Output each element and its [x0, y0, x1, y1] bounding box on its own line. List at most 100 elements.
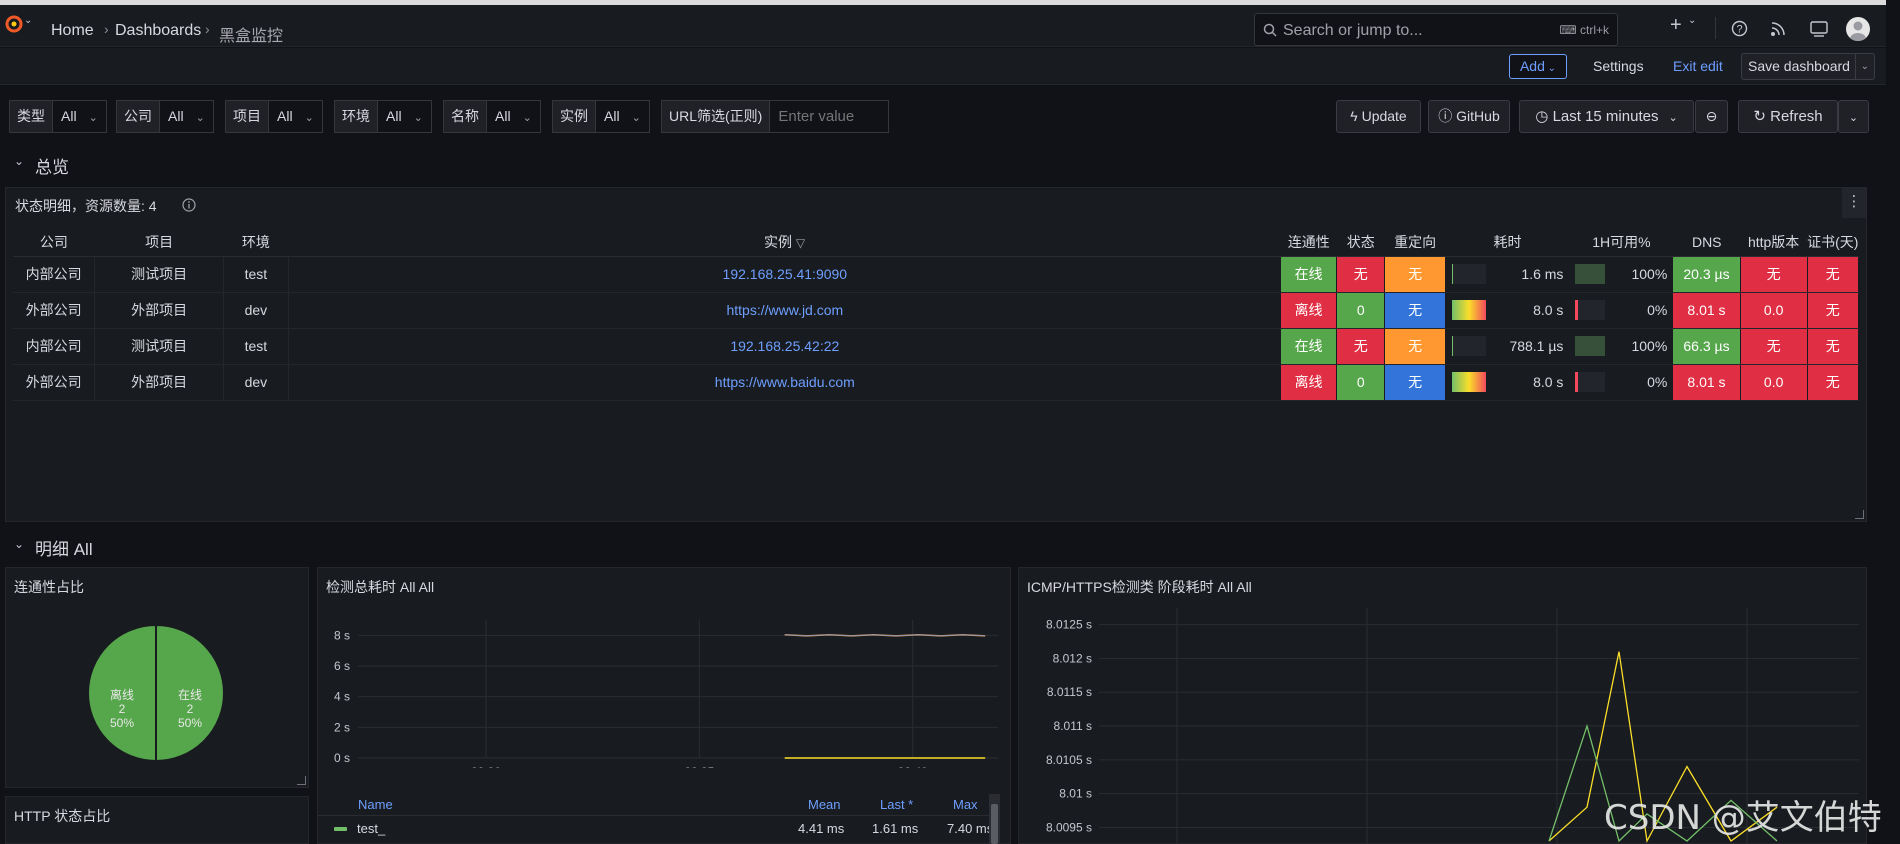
github-label: GitHub [1456, 108, 1500, 124]
row-collapse-toggle[interactable]: ⌄ [14, 154, 25, 168]
variable-value: All [604, 108, 620, 124]
zoom-out-button[interactable]: ⊖ [1695, 100, 1728, 133]
refresh-interval-dropdown[interactable]: ⌄ [1838, 100, 1869, 133]
variable-instance[interactable]: 实例 All ⌄ [552, 100, 650, 133]
breadcrumb-home[interactable]: Home [51, 22, 94, 39]
time-range-picker[interactable]: ◷ Last 15 minutes ⌄ [1519, 100, 1694, 133]
legend-header-mean[interactable]: Mean [808, 797, 841, 812]
legend-header-max[interactable]: Max [953, 797, 978, 812]
variable-select[interactable]: All ⌄ [52, 100, 107, 133]
cell-cert-days: 无 [1807, 364, 1860, 401]
panel-title: ICMP/HTTPS检测类 阶段耗时 All All [1027, 579, 1252, 595]
save-dashboard-button[interactable]: Save dashboard ⌄ [1741, 53, 1875, 80]
column-header[interactable]: 重定向 [1384, 228, 1446, 257]
clock-icon: ◷ [1535, 108, 1553, 125]
chevron-down-icon[interactable]: ⌄ [24, 15, 33, 26]
pie-label-online: 在线 2 50% [178, 688, 202, 730]
legend-series-name[interactable]: test_ [357, 821, 386, 836]
gauge-bar [1575, 300, 1606, 320]
plus-icon[interactable]: + [1670, 14, 1682, 36]
pie-slice-online[interactable] [155, 623, 225, 763]
column-header[interactable]: 项目 [94, 228, 224, 257]
help-icon[interactable]: ? [1731, 20, 1748, 37]
cell-redirect: 无 [1384, 292, 1447, 329]
grafana-logo-icon[interactable] [4, 14, 24, 34]
rss-feed-icon[interactable] [1770, 20, 1787, 37]
search-input[interactable]: Search or jump to... ⌨ ctrl+k [1254, 13, 1618, 46]
cell-project: 测试项目 [94, 256, 224, 293]
chevron-down-icon[interactable]: ⌄ [1854, 54, 1869, 79]
legend-last-value: 1.61 ms [872, 821, 919, 836]
column-header-instance[interactable]: 实例 ▽ [288, 228, 1281, 257]
column-header[interactable]: 环境 [223, 228, 289, 257]
variable-select[interactable]: All ⌄ [595, 100, 650, 133]
pie-slice-offline[interactable] [87, 623, 157, 763]
series-line[interactable] [1548, 651, 1778, 844]
breadcrumb-dashboards[interactable]: Dashboards [115, 22, 202, 39]
cell-instance-link[interactable]: 192.168.25.41:9090 [288, 256, 1281, 293]
section-title-details[interactable]: 明细 All [35, 540, 93, 559]
column-header[interactable]: 耗时 [1445, 228, 1570, 257]
variable-select[interactable]: All ⌄ [377, 100, 432, 133]
legend-header-last[interactable]: Last * [880, 797, 914, 812]
variable-label: URL筛选(正则) [661, 100, 770, 133]
breadcrumb-current: 黑盒监控 [219, 28, 284, 45]
series-line[interactable] [784, 634, 986, 637]
dock-menu-icon[interactable] [1810, 20, 1828, 37]
row-collapse-toggle[interactable]: ⌄ [14, 537, 25, 551]
variable-name[interactable]: 名称 All ⌄ [443, 100, 541, 133]
section-title-overview[interactable]: 总览 [35, 158, 69, 177]
variable-company[interactable]: 公司 All ⌄ [116, 100, 214, 133]
table-header-row: 公司 项目 环境 实例 ▽ 连通性 状态 重定向 耗时 1H可用% DNS ht… [13, 228, 1859, 257]
legend-color-swatch [334, 827, 347, 831]
column-header[interactable]: http版本 [1740, 228, 1808, 257]
chevron-down-icon: ⌄ [1544, 63, 1557, 74]
column-header[interactable]: 证书(天) [1807, 228, 1859, 257]
variable-project[interactable]: 项目 All ⌄ [225, 100, 323, 133]
svg-text:?: ? [1736, 24, 1742, 36]
scrollbar-thumb[interactable] [991, 804, 998, 844]
cell-instance-link[interactable]: https://www.jd.com [288, 292, 1281, 329]
column-header[interactable]: 公司 [13, 228, 95, 257]
chevron-down-icon: ⌄ [304, 112, 314, 124]
save-label: Save dashboard [1748, 58, 1850, 74]
exit-edit-button[interactable]: Exit edit [1673, 58, 1723, 74]
cell-instance-link[interactable]: https://www.baidu.com [288, 364, 1281, 401]
cell-duration: 788.1 µs [1445, 328, 1570, 365]
chevron-down-icon[interactable]: ⌄ [1688, 15, 1697, 26]
resize-handle-icon[interactable] [1855, 510, 1864, 519]
variable-value: All [386, 108, 402, 124]
add-button[interactable]: Add ⌄ [1509, 54, 1567, 79]
legend-header-name[interactable]: Name [358, 797, 393, 812]
column-header[interactable]: 1H可用% [1569, 228, 1674, 257]
cell-status: 0 [1336, 292, 1386, 329]
variable-select[interactable]: All ⌄ [486, 100, 541, 133]
column-header[interactable]: DNS [1673, 228, 1741, 257]
variable-type[interactable]: 类型 All ⌄ [9, 100, 107, 133]
cell-cert-days: 无 [1807, 292, 1860, 329]
shortcut-label: ctrl+k [1579, 23, 1609, 37]
github-button[interactable]: ⓘ GitHub [1428, 100, 1510, 133]
chevron-right-icon: › [205, 21, 210, 37]
column-header[interactable]: 连通性 [1280, 228, 1337, 257]
variable-select[interactable]: All ⌄ [268, 100, 323, 133]
resize-handle-icon[interactable] [297, 776, 306, 785]
panel-menu-icon[interactable]: ⋮ [1842, 188, 1866, 218]
variable-select[interactable]: All ⌄ [159, 100, 214, 133]
cell-instance-link[interactable]: 192.168.25.42:22 [288, 328, 1281, 365]
url-filter-input[interactable] [769, 100, 890, 133]
filter-icon[interactable]: ▽ [795, 235, 806, 250]
variable-env[interactable]: 环境 All ⌄ [334, 100, 432, 133]
series-line[interactable] [1548, 723, 1778, 843]
refresh-button[interactable]: ↻ Refresh [1738, 100, 1838, 133]
y-tick-label: 8.0095 s [1046, 820, 1092, 834]
avatar[interactable] [1846, 17, 1870, 41]
gauge-bar [1452, 300, 1487, 320]
info-icon[interactable] [182, 198, 196, 212]
legend-scrollbar[interactable] [989, 794, 1000, 844]
chevron-down-icon: ⌄ [522, 112, 532, 124]
settings-button[interactable]: Settings [1593, 58, 1644, 74]
column-header[interactable]: 状态 [1336, 228, 1385, 257]
time-range-label: Last 15 minutes [1552, 108, 1659, 125]
update-button[interactable]: ϟ Update [1336, 100, 1421, 133]
